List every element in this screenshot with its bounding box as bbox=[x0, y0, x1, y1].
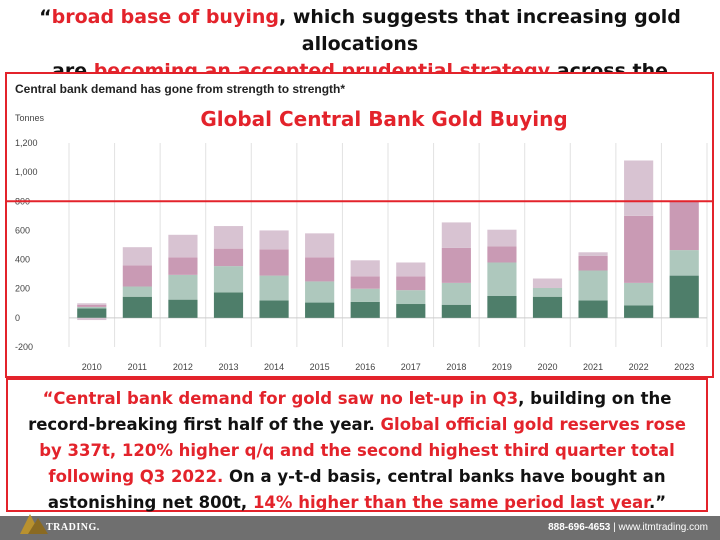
bar-segment bbox=[168, 274, 198, 300]
footer-separator: | bbox=[610, 522, 619, 533]
bar-segment bbox=[77, 308, 107, 318]
bar-segment bbox=[396, 276, 426, 291]
y-tick-label: 200 bbox=[15, 284, 30, 294]
x-tick-label: 2021 bbox=[583, 362, 603, 372]
bar-segment bbox=[532, 278, 563, 288]
bar-segment bbox=[350, 301, 380, 318]
bar-segment bbox=[532, 287, 563, 297]
x-tick-label: 2016 bbox=[355, 362, 375, 372]
bar-segment bbox=[624, 160, 654, 216]
bar-segment bbox=[259, 249, 289, 276]
bar-segment bbox=[122, 296, 152, 318]
x-tick-label: 2023 bbox=[674, 362, 694, 372]
y-axis-label: Tonnes bbox=[15, 113, 45, 123]
bar-segment bbox=[122, 247, 152, 266]
x-tick-label: 2022 bbox=[629, 362, 649, 372]
bar-segment bbox=[624, 305, 654, 318]
bar-segment bbox=[487, 229, 517, 247]
x-tick-label: 2015 bbox=[310, 362, 330, 372]
bar-segment bbox=[624, 282, 654, 306]
central-bank-gold-chart: Central bank demand has gone from streng… bbox=[7, 82, 712, 372]
top-quote-text-1: , which suggests that increasing gold al… bbox=[278, 6, 681, 55]
footer-website[interactable]: www.itmtrading.com bbox=[618, 522, 708, 533]
bar-segment bbox=[441, 304, 471, 318]
bar-segment bbox=[350, 288, 380, 302]
bar-segment bbox=[441, 282, 471, 305]
bar-segment bbox=[396, 262, 426, 277]
bottom-quote-highlight-3: 14% higher than the same period last yea… bbox=[252, 493, 649, 512]
x-tick-label: 2013 bbox=[218, 362, 238, 372]
bar-segment bbox=[305, 233, 335, 258]
x-tick-label: 2020 bbox=[537, 362, 557, 372]
bar-segment bbox=[122, 265, 152, 287]
x-tick-label: 2018 bbox=[446, 362, 466, 372]
bar-segment bbox=[578, 270, 608, 301]
bar-segment bbox=[350, 276, 380, 289]
bottom-quote: “Central bank demand for gold saw no let… bbox=[6, 378, 708, 512]
bar-segment bbox=[305, 302, 335, 318]
bar-segment bbox=[259, 275, 289, 301]
bar-segment bbox=[487, 296, 517, 318]
bar-segment bbox=[396, 290, 426, 305]
bar-segment bbox=[168, 299, 198, 318]
bottom-quote-highlight-1: “Central bank demand for gold saw no let… bbox=[42, 389, 519, 408]
y-tick-label: 600 bbox=[15, 225, 30, 235]
footer-phone[interactable]: 888-696-4653 bbox=[548, 522, 611, 533]
bar-segment bbox=[669, 275, 699, 318]
chart-title: Central bank demand has gone from streng… bbox=[15, 82, 345, 96]
x-tick-label: 2011 bbox=[128, 362, 147, 372]
y-tick-label: 1,000 bbox=[15, 167, 38, 177]
bar-segment bbox=[441, 247, 471, 283]
y-tick-label: 0 bbox=[15, 313, 20, 323]
footer-brand: TRADING. bbox=[46, 522, 100, 533]
bar-segment bbox=[305, 281, 335, 303]
bar-segment bbox=[624, 215, 654, 283]
bar-segment bbox=[168, 257, 198, 275]
x-tick-label: 2019 bbox=[492, 362, 512, 372]
y-tick-label: 1,200 bbox=[15, 138, 38, 148]
bar-segment bbox=[213, 266, 244, 293]
bar-segment bbox=[77, 303, 107, 305]
itm-logo-icon bbox=[20, 514, 48, 534]
x-tick-label: 2017 bbox=[401, 362, 421, 372]
bar-segment bbox=[77, 304, 107, 307]
bar-segment bbox=[213, 226, 244, 249]
x-tick-label: 2012 bbox=[173, 362, 193, 372]
bottom-quote-text-1: , building on the record-breaking first … bbox=[28, 389, 672, 434]
bar-segment bbox=[396, 304, 426, 318]
bar-segment bbox=[669, 250, 699, 276]
overlay-title: Global Central Bank Gold Buying bbox=[200, 107, 567, 131]
bottom-quote-highlight-2: Global official gold reserves rose by 33… bbox=[39, 415, 686, 486]
bar-segment bbox=[578, 252, 608, 256]
chart-panel: Central bank demand has gone from streng… bbox=[5, 72, 714, 378]
bar-segment bbox=[305, 257, 335, 282]
bar-segment bbox=[122, 286, 152, 297]
bar-segment bbox=[487, 246, 517, 263]
footer-contact: 888-696-4653 | www.itmtrading.com bbox=[548, 522, 708, 533]
bar-segment bbox=[487, 262, 517, 296]
y-tick-label: 400 bbox=[15, 255, 30, 265]
bar-segment bbox=[213, 248, 244, 267]
bottom-quote-text-3: .” bbox=[648, 493, 667, 512]
bar-segment-negative bbox=[77, 317, 107, 321]
footer-bar: TRADING. 888-696-4653 | www.itmtrading.c… bbox=[0, 514, 720, 540]
bar-segment bbox=[441, 222, 471, 248]
bar-segment bbox=[350, 260, 380, 277]
bar-segment bbox=[213, 292, 244, 318]
top-quote-open: “ bbox=[39, 6, 52, 28]
y-tick-label: -200 bbox=[15, 342, 33, 352]
bar-segment bbox=[77, 306, 107, 309]
bar-segment bbox=[532, 296, 563, 318]
bar-segment bbox=[259, 300, 289, 318]
top-quote-highlight-1: broad base of buying bbox=[51, 6, 279, 28]
bar-segment bbox=[168, 234, 198, 258]
bottom-quote-text-2: On a y-t-d basis, central banks have bou… bbox=[47, 467, 666, 512]
bar-segment bbox=[578, 255, 608, 271]
x-tick-label: 2010 bbox=[82, 362, 102, 372]
bar-segment bbox=[259, 230, 289, 250]
bar-segment bbox=[578, 300, 608, 318]
x-tick-label: 2014 bbox=[264, 362, 284, 372]
bar-segment bbox=[669, 201, 699, 251]
